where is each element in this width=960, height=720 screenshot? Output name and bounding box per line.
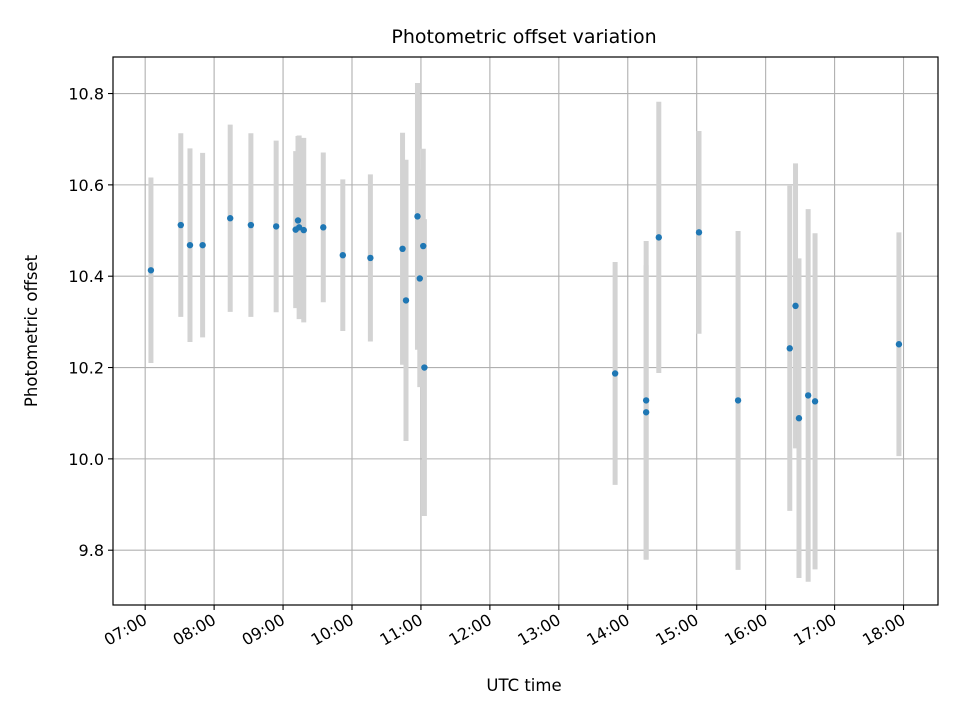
y-tick-label: 9.8 xyxy=(79,541,104,560)
data-point xyxy=(367,254,374,262)
y-tick-label: 10.8 xyxy=(68,85,104,104)
chart-title: Photometric offset variation xyxy=(391,26,656,48)
data-point xyxy=(795,415,803,422)
data-point xyxy=(811,398,819,405)
y-tick-label: 10.4 xyxy=(68,267,104,286)
data-point xyxy=(339,251,347,259)
data-point xyxy=(227,215,234,222)
plot-area-frame xyxy=(112,56,939,606)
data-point xyxy=(734,397,742,404)
data-point xyxy=(642,409,650,416)
point-layer xyxy=(147,213,903,422)
data-point xyxy=(695,229,703,236)
data-point xyxy=(300,226,307,234)
data-point xyxy=(399,245,406,252)
data-point xyxy=(186,241,194,249)
data-point xyxy=(147,267,155,274)
y-tick-label: 10.2 xyxy=(68,359,104,378)
data-point xyxy=(421,364,428,371)
data-point xyxy=(895,341,903,348)
data-point xyxy=(420,242,427,250)
x-axis-label: UTC time xyxy=(486,676,561,695)
data-point xyxy=(611,370,619,377)
data-point xyxy=(416,275,423,282)
data-point xyxy=(247,221,255,229)
data-point xyxy=(786,345,793,352)
data-point xyxy=(272,223,280,230)
y-tick-label: 10.6 xyxy=(68,176,104,195)
data-point xyxy=(642,397,650,404)
data-point xyxy=(655,234,662,241)
data-point xyxy=(414,213,421,220)
data-point xyxy=(177,221,184,229)
data-point xyxy=(199,241,206,249)
data-point xyxy=(320,224,327,231)
y-axis-label: Photometric offset xyxy=(22,254,41,407)
data-point xyxy=(294,217,302,224)
data-point xyxy=(792,302,799,310)
data-point xyxy=(804,392,812,399)
y-tick-label: 10.0 xyxy=(68,450,104,469)
data-point xyxy=(402,297,410,304)
data-point xyxy=(295,224,303,231)
